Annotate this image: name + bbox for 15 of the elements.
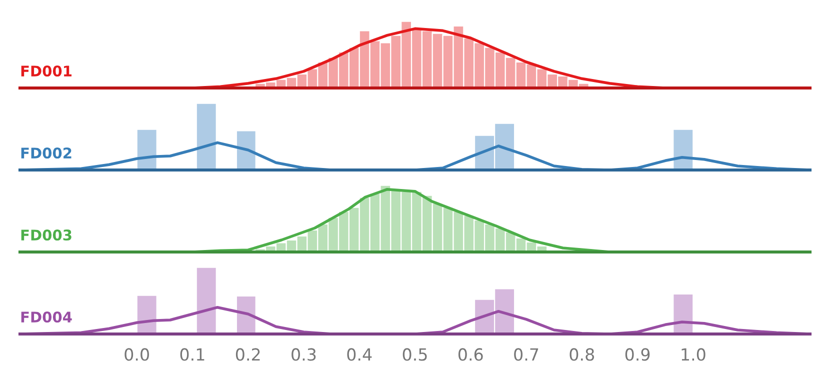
series-label: FD003 — [21, 230, 72, 241]
x-tick-label: 0.5 — [402, 348, 427, 361]
x-tick-label: 0.0 — [124, 348, 149, 361]
x-tick-label: 0.3 — [292, 348, 316, 361]
x-tick-label: 0.8 — [570, 348, 594, 361]
x-tick-label: 0.9 — [625, 348, 650, 361]
x-tick-label: 1.0 — [682, 348, 706, 361]
series-label: FD001 — [21, 66, 72, 77]
x-tick-label: 0.6 — [458, 348, 483, 361]
x-tick-label: 0.7 — [514, 348, 538, 361]
x-tick-label: 0.1 — [180, 348, 204, 361]
series-label: FD002 — [21, 148, 72, 159]
x-tick-label: 0.2 — [236, 348, 260, 361]
x-tick-label: 0.4 — [347, 348, 372, 361]
series-label: FD004 — [21, 312, 72, 323]
